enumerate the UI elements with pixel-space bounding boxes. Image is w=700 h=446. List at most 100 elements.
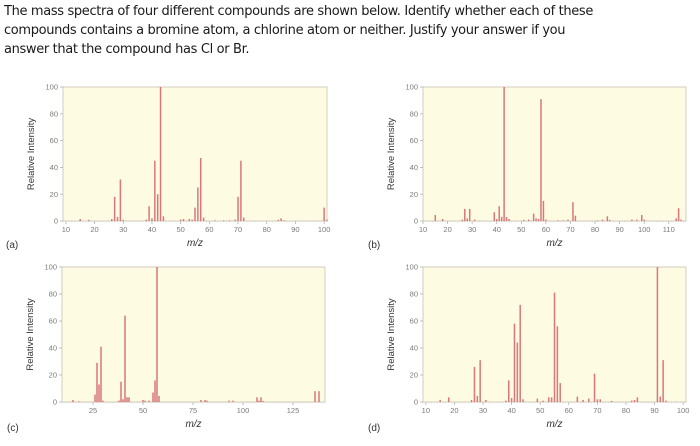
spectrum-peak (214, 220, 216, 221)
mass-spectrum-a: 0 20 40 60 80 100 10 20 30 40 50 60 70 80 90 100 Relativ… (0, 0, 350, 255)
y-axis-title: Relative Intensity (26, 118, 37, 191)
question-prompt: The mass spectra of four different compo… (4, 2, 694, 59)
spectrum-peak (162, 216, 165, 221)
spectrum-peak (240, 160, 242, 221)
spectrum-peak (156, 194, 159, 221)
panel-label-a: (a) (6, 240, 19, 251)
spectrum-peak (473, 219, 476, 221)
spectrum-peak (596, 220, 599, 221)
y-tick-label: 80 (410, 290, 418, 299)
spectrum-peak (556, 326, 559, 402)
spectrum-peak (599, 399, 601, 402)
spectrum-peak (447, 397, 450, 402)
spectrum-peak (439, 399, 441, 402)
spectrum-peak (495, 218, 498, 221)
spectrum-peak (522, 399, 524, 402)
x-tick-label: 80 (622, 406, 630, 415)
spectrum-peak (116, 216, 119, 221)
y-tick-label: 60 (410, 136, 418, 145)
spectrum-peak (314, 391, 316, 402)
y-tick-label: 40 (50, 163, 58, 172)
spectrum-peak (145, 219, 147, 221)
spectrum-peak (256, 397, 258, 402)
x-tick-label: 40 (507, 406, 515, 415)
plot-area (61, 266, 326, 403)
x-tick-label: 10 (62, 225, 70, 234)
spectrum-peak (158, 395, 160, 402)
spectrum-peak (576, 396, 579, 402)
spectrum-peak (152, 392, 154, 402)
x-tick-label: 60 (205, 225, 213, 234)
y-axis-title: Relative Intensity (386, 298, 397, 371)
spectrum-peak (318, 391, 320, 402)
spectrum-peak (441, 218, 444, 221)
spectrum-peak (243, 217, 245, 221)
spectrum-peak (548, 397, 550, 402)
spectrum-peak (593, 373, 596, 402)
x-tick-label: 80 (591, 225, 599, 234)
y-tick-label: 0 (53, 398, 57, 407)
spectrum-peak (510, 397, 513, 402)
mass-spectrum-c: 0 20 40 60 80 100 25 50 75 100 125 Relative Intensi… (7, 263, 326, 434)
spectrum-peak (237, 196, 239, 221)
spectrum-peak (540, 99, 542, 221)
spectrum-peak (260, 397, 262, 402)
spectrum-peak (461, 219, 464, 221)
spectrum-peak (234, 219, 236, 221)
spectrum-peak (516, 342, 519, 402)
x-tick-label: 70 (234, 225, 242, 234)
x-tick-label: 40 (493, 225, 501, 234)
spectrum-peak (519, 304, 521, 402)
spectrum-peak (280, 218, 282, 221)
spectrum-peak (557, 220, 559, 221)
spectrum-peak (148, 400, 150, 402)
spectrum-peak (72, 399, 74, 402)
spectrum-peak (542, 200, 545, 221)
spectrum-peak (78, 401, 80, 402)
spectrum-peak (630, 400, 633, 402)
spectrum-peak (191, 219, 193, 221)
chart-c-plot: 0 20 40 60 80 100 25 50 75 100 125 Relative Intensi… (25, 263, 326, 430)
spectrum-peak (200, 399, 202, 402)
x-tick-label: 110 (663, 225, 675, 234)
y-axis-title: Relative Intensity (386, 118, 397, 191)
spectrum-peak (113, 196, 116, 221)
spectrum-peak (559, 383, 561, 402)
spectrum-peak (228, 220, 231, 221)
spectrum-peak (199, 158, 202, 221)
spectrum-peak (154, 160, 156, 221)
plot-area (422, 86, 687, 222)
x-tick-label: 60 (565, 406, 573, 415)
spectrum-peak (680, 219, 682, 221)
spectrum-peak (98, 384, 100, 402)
spectrum-peak (659, 396, 662, 402)
spectrum-peak (262, 400, 264, 402)
spectrum-peak (572, 202, 574, 221)
panel-label-c: (c) (7, 423, 19, 434)
prompt-line-1: The mass spectra of four different compo… (4, 4, 593, 19)
spectrum-peak (111, 218, 113, 221)
x-tick-label: 50 (176, 225, 184, 234)
spectrum-peak (609, 219, 611, 221)
y-tick-label: 100 (44, 263, 57, 272)
spectrum-peak (567, 219, 569, 221)
spectrum-peak (326, 219, 328, 221)
y-tick-label: 20 (50, 190, 58, 199)
y-tick-label: 0 (54, 217, 58, 226)
prompt-line-2: compounds contains a bromine atom, a chl… (4, 23, 566, 38)
spectrum-peak (464, 208, 466, 221)
spectrum-peak (79, 218, 81, 221)
spectrum-peak (228, 400, 230, 402)
spectrum-peak (601, 219, 604, 221)
spectrum-peak (182, 218, 185, 221)
spectrum-peak (470, 399, 473, 402)
spectrum-peak (631, 219, 633, 221)
x-tick-label: 30 (479, 406, 487, 415)
spectrum-peak (505, 216, 508, 221)
spectrum-peak (102, 400, 104, 402)
x-tick-label: 100 (237, 406, 250, 415)
spectrum-peak (503, 87, 505, 221)
spectrum-peak (466, 218, 468, 221)
